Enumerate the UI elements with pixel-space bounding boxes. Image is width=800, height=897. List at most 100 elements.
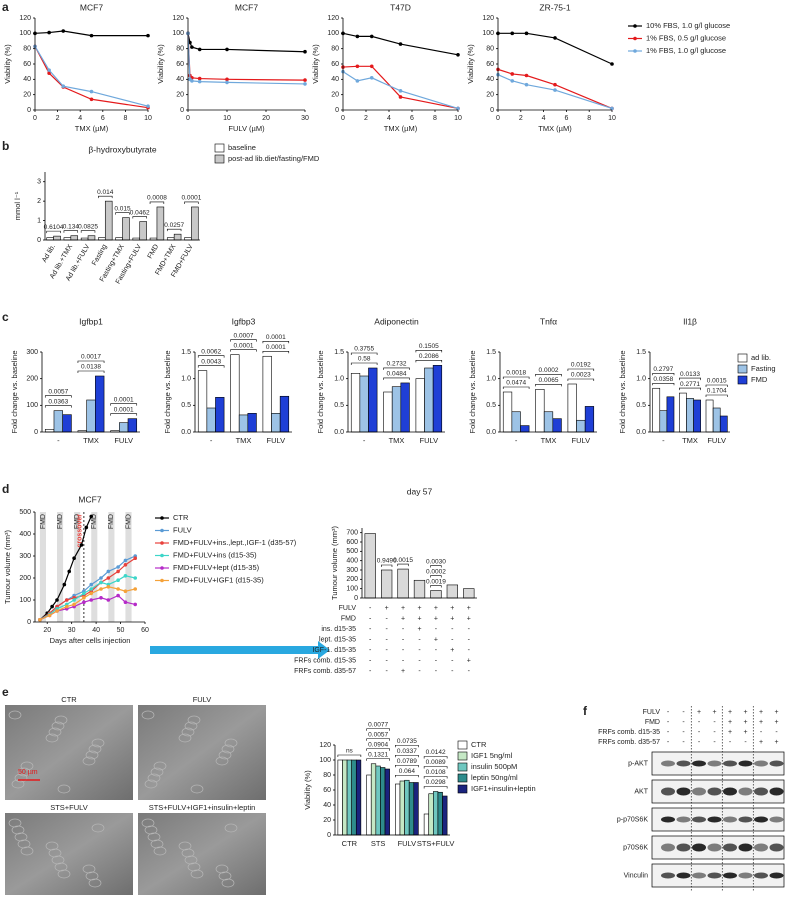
table-cell: + (434, 636, 438, 643)
cell (147, 832, 161, 842)
x-tick-label: FULV (420, 436, 439, 445)
x-tick-label: 20 (262, 115, 270, 122)
cell (181, 727, 195, 737)
y-axis-label: Viability (%) (303, 770, 312, 810)
bracket (366, 738, 390, 741)
y-tick-label: 20 (23, 92, 31, 99)
condition-cell: + (728, 709, 732, 716)
panel-label: c (2, 310, 9, 324)
point (106, 585, 111, 589)
series-line (187, 33, 306, 81)
bar (119, 422, 129, 433)
x-tick-label: Ad lib. (41, 243, 57, 263)
band (769, 872, 784, 879)
table-row-label: IGF-1. d15-35 (312, 647, 356, 654)
y-tick-label: 80 (331, 46, 339, 53)
legend-label: insulin 500pM (471, 762, 517, 771)
bar (364, 533, 376, 599)
point (456, 53, 460, 57)
x-tick-label: - (363, 436, 366, 445)
fmd-cycle (74, 512, 81, 622)
annotation: 0.0192 (571, 362, 591, 369)
bracket (98, 195, 113, 199)
point (123, 600, 128, 604)
condition-cell: - (698, 719, 701, 726)
annotation: 0.0007 (234, 332, 254, 339)
band (692, 872, 706, 879)
legend-label: 1% FBS, 0.5 g/l glucose (646, 33, 726, 42)
point (610, 106, 614, 111)
x-tick-label: FULV (398, 839, 417, 848)
bar (705, 399, 714, 433)
bar (383, 391, 393, 433)
cell (218, 871, 232, 881)
bar (395, 783, 401, 836)
condition-cell: - (698, 739, 701, 746)
legend-label: FULV (173, 525, 192, 534)
y-tick-label: 120 (482, 15, 494, 22)
table-cell: + (450, 647, 454, 654)
annotation: 0.0474 (506, 380, 526, 387)
series-line (342, 65, 459, 110)
table-cell: - (418, 636, 421, 643)
band-label: p70S6K (623, 844, 648, 851)
chart-title: Igfbp3 (232, 316, 256, 326)
bar (719, 415, 728, 433)
point (55, 609, 59, 613)
chart-title: β-hydroxybutyrate (88, 144, 156, 154)
bar (247, 413, 257, 433)
bar (127, 418, 138, 433)
bar (433, 791, 439, 836)
annotation: 0.58 (358, 356, 371, 363)
cell (14, 832, 28, 842)
y-tick-label: 100 (346, 586, 358, 593)
condition-cell: - (713, 719, 716, 726)
bar (391, 386, 402, 433)
x-tick-label: 2 (519, 115, 523, 122)
legend-swatch (737, 375, 748, 385)
legend-label: FMD+FULV+lept (d15-35) (173, 563, 260, 572)
cell (215, 864, 229, 874)
point (82, 596, 86, 600)
x-tick-label: 30 (68, 627, 76, 634)
bar (70, 235, 79, 241)
bracket (397, 563, 409, 567)
y-tick-label: 300 (26, 349, 38, 356)
cell (57, 869, 71, 879)
bar (502, 391, 513, 433)
chart-title: MCF7 (235, 2, 258, 12)
cell (218, 750, 232, 760)
y-tick-label: 100 (319, 757, 331, 764)
y-tick-label: 80 (176, 46, 184, 53)
point (72, 598, 76, 602)
bracket (350, 362, 378, 365)
table-cell: - (418, 668, 421, 675)
point (89, 598, 94, 602)
point (197, 47, 202, 52)
bar (400, 382, 410, 433)
cell (85, 750, 99, 760)
table-row-label: lept. d15-35 (319, 636, 356, 643)
annotation: 0.0065 (539, 377, 559, 384)
bracket (262, 340, 290, 344)
bracket (366, 728, 390, 731)
bar (520, 425, 530, 433)
point (106, 569, 111, 574)
y-tick-label: 100 (327, 30, 339, 37)
table-cell: - (385, 647, 388, 654)
bracket (679, 377, 701, 381)
y-tick-label: 100 (172, 30, 184, 37)
point (62, 582, 67, 587)
panel-label: a (2, 0, 9, 14)
y-tick-label: 200 (346, 576, 358, 583)
bracket (502, 386, 530, 389)
bracket (395, 764, 419, 768)
x-tick-label: TMX (541, 436, 557, 445)
point (355, 34, 360, 39)
y-tick-label: 20 (176, 92, 184, 99)
bar (423, 813, 430, 836)
annotation: 0.0138 (81, 364, 101, 371)
condition-label: FRFs comb. d15-35 (598, 729, 660, 736)
point (116, 587, 120, 591)
bar (230, 354, 240, 433)
